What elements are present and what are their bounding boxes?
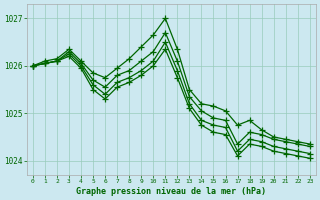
X-axis label: Graphe pression niveau de la mer (hPa): Graphe pression niveau de la mer (hPa) — [76, 187, 266, 196]
